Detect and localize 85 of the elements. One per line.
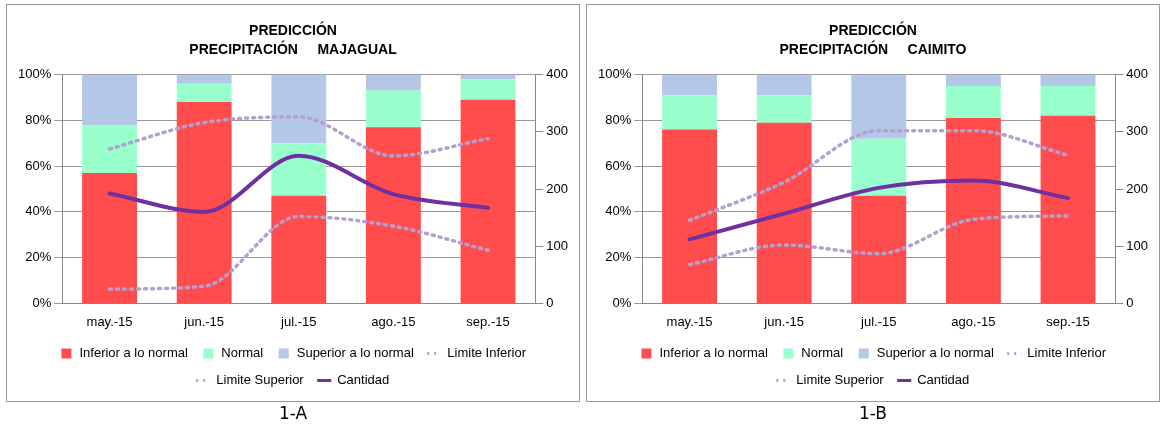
y-tick-label: 0% xyxy=(612,294,632,310)
bar xyxy=(460,99,516,303)
legend-label: Limite Inferior xyxy=(1027,345,1107,361)
text: 1-B xyxy=(858,402,888,424)
bar xyxy=(851,195,907,303)
y-tick-label: 40% xyxy=(605,203,632,219)
y-tick-label: 100% xyxy=(18,66,52,82)
legend-label: Inferior a lo normal xyxy=(79,345,188,361)
legend-label: Superior a lo normal xyxy=(876,345,994,361)
y2-tick-label: 400 xyxy=(546,66,569,82)
bar xyxy=(756,122,812,303)
bar xyxy=(851,138,907,196)
y2-tick-label: 0 xyxy=(1126,294,1134,310)
bar xyxy=(82,74,137,125)
y-tick-label: 60% xyxy=(605,157,632,173)
x-tick-label: sep.-15 xyxy=(1046,313,1090,329)
bar xyxy=(176,102,232,303)
y-tick-label: 60% xyxy=(25,157,52,173)
bar xyxy=(176,74,232,84)
chart-subtitle: PRECIPITACIÓN MAJAGUAL xyxy=(189,40,398,58)
x-tick-label: sep.-15 xyxy=(466,313,510,329)
legend-label: Inferior a lo normal xyxy=(659,345,768,361)
bar xyxy=(365,74,421,91)
chart-title: PREDICCIÓN xyxy=(829,21,917,39)
bar xyxy=(851,74,907,139)
legend-label: Normal xyxy=(221,345,264,361)
x-tick-label: may.-15 xyxy=(666,313,713,329)
x-tick-label: jul.-15 xyxy=(280,313,317,329)
bar xyxy=(365,127,421,303)
y2-tick-label: 100 xyxy=(546,237,569,253)
line-series xyxy=(107,214,490,291)
bar xyxy=(756,74,812,96)
x-tick-label: jul.-15 xyxy=(860,313,897,329)
bar xyxy=(271,143,327,196)
x-tick-label: may.-15 xyxy=(86,313,133,329)
bar xyxy=(176,83,232,103)
legend-label: Limite Inferior xyxy=(447,345,527,361)
bar xyxy=(460,79,516,100)
bar xyxy=(1040,115,1096,303)
y2-tick-label: 100 xyxy=(1126,237,1149,253)
y-tick-label: 20% xyxy=(605,249,632,265)
bar xyxy=(756,95,812,123)
bar xyxy=(945,74,1001,87)
legend-label: Superior a lo normal xyxy=(296,345,414,361)
bar xyxy=(662,95,717,130)
line-series xyxy=(107,115,490,158)
bar xyxy=(662,129,717,303)
y-tick-label: 80% xyxy=(605,111,632,127)
bar xyxy=(1040,86,1096,116)
bar xyxy=(82,172,137,303)
x-tick-label: ago.-15 xyxy=(951,313,996,329)
x-tick-label: jun.-15 xyxy=(183,313,225,329)
line-series xyxy=(107,153,490,214)
y2-tick-label: 300 xyxy=(546,123,569,139)
bar xyxy=(365,90,421,128)
legend-label: Cantidad xyxy=(917,372,970,388)
y-tick-label: 100% xyxy=(598,66,632,82)
bar xyxy=(1040,74,1096,87)
y2-tick-label: 400 xyxy=(1126,66,1149,82)
line-series xyxy=(687,128,1070,223)
chart-subtitle: PRECIPITACIÓN CAIMITO xyxy=(779,40,967,58)
text: 1-A xyxy=(277,402,309,424)
y-tick-label: 80% xyxy=(25,111,52,127)
bar xyxy=(945,118,1001,303)
y2-tick-label: 0 xyxy=(546,294,554,310)
y-tick-label: 20% xyxy=(25,249,52,265)
legend-label: Normal xyxy=(801,345,844,361)
x-tick-label: jun.-15 xyxy=(763,313,805,329)
bar xyxy=(662,74,717,96)
line-series xyxy=(687,214,1070,267)
y-tick-label: 0% xyxy=(32,294,52,310)
line-series xyxy=(687,178,1070,242)
chart-title: PREDICCIÓN xyxy=(249,21,337,39)
y2-tick-label: 200 xyxy=(1126,180,1149,196)
y2-tick-label: 200 xyxy=(546,180,569,196)
bar xyxy=(945,86,1001,119)
x-tick-label: ago.-15 xyxy=(371,313,416,329)
legend-label: Limite Superior xyxy=(796,372,885,388)
bar xyxy=(271,195,327,303)
y2-tick-label: 300 xyxy=(1126,123,1149,139)
legend-label: Cantidad xyxy=(337,372,390,388)
y-tick-label: 40% xyxy=(25,203,52,219)
legend-label: Limite Superior xyxy=(216,372,305,388)
bar xyxy=(82,124,137,173)
bar xyxy=(271,74,327,144)
